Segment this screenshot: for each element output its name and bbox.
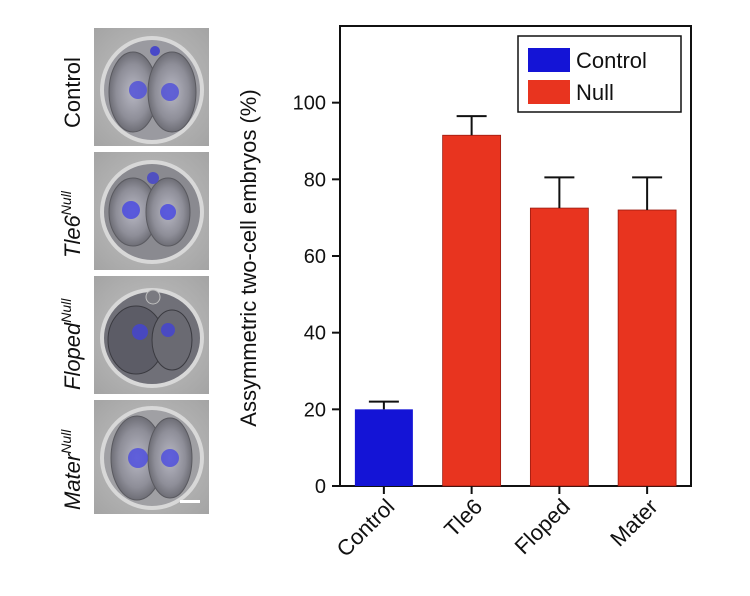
x-axis: Control Tle6 Floped Mater bbox=[332, 486, 663, 562]
legend: Control Null bbox=[517, 35, 682, 113]
micrograph-tle6 bbox=[94, 152, 209, 270]
panel-label-control: Control bbox=[60, 57, 85, 128]
legend-label-control: Control bbox=[576, 48, 647, 73]
x-tick-label-floped: Floped bbox=[510, 494, 575, 559]
y-tick-label-100: 100 bbox=[293, 93, 326, 115]
x-tick-label-tle6: Tle6 bbox=[439, 494, 487, 542]
micrograph-floped bbox=[94, 276, 209, 394]
bar-tle6 bbox=[442, 134, 502, 487]
y-axis-title: Assymmetric two-cell embryos (%) bbox=[236, 89, 261, 426]
panel-label-tle6: Tle6Null bbox=[58, 190, 85, 258]
micrograph-mater bbox=[94, 400, 209, 514]
legend-label-null: Null bbox=[576, 80, 614, 105]
legend-swatch-control bbox=[528, 48, 570, 72]
legend-swatch-null bbox=[528, 80, 570, 104]
scale-bar bbox=[180, 500, 200, 503]
y-tick-label-0: 0 bbox=[315, 476, 326, 498]
y-tick-label-40: 40 bbox=[304, 323, 326, 345]
micrograph-panels bbox=[94, 28, 209, 514]
x-tick-label-control: Control bbox=[332, 494, 400, 562]
bars bbox=[354, 115, 677, 487]
bar-chart: 0 20 40 60 80 100 Control Tle6 Floped Mater Assy… bbox=[236, 25, 692, 562]
y-tick-label-20: 20 bbox=[304, 399, 326, 421]
bar-mater bbox=[617, 209, 677, 487]
micrograph-control bbox=[94, 28, 209, 146]
bar-floped bbox=[529, 207, 589, 487]
y-axis: 0 20 40 60 80 100 bbox=[293, 93, 340, 498]
panel-label-mater: MaterNull bbox=[58, 429, 85, 510]
bar-control bbox=[354, 409, 413, 486]
y-tick-label-80: 80 bbox=[304, 169, 326, 191]
y-tick-label-60: 60 bbox=[304, 246, 326, 268]
panel-label-floped: FlopedNull bbox=[58, 298, 85, 390]
x-tick-label-mater: Mater bbox=[605, 494, 662, 551]
